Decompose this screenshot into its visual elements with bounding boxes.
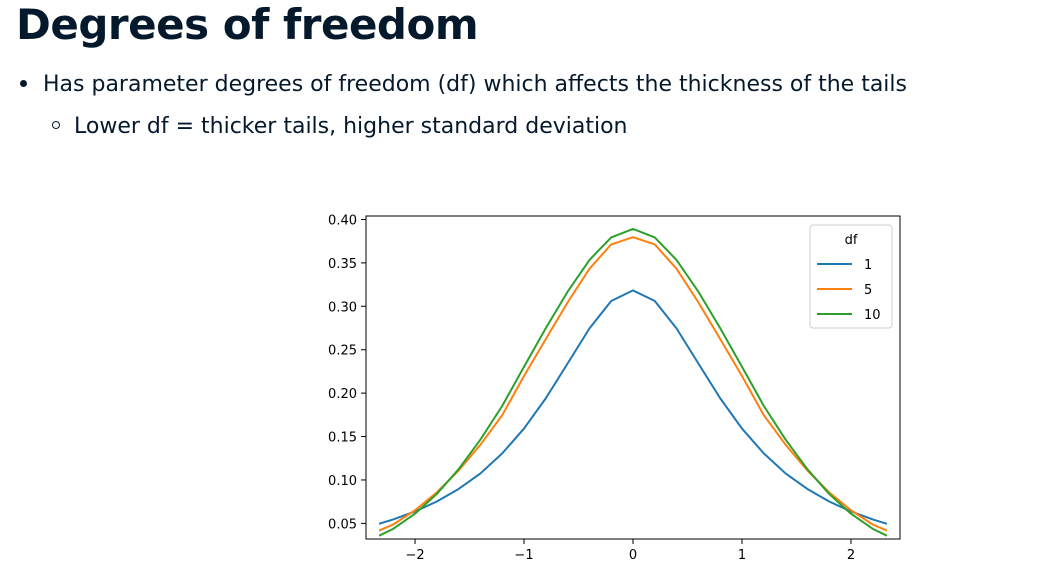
legend-box <box>809 224 893 329</box>
legend-title: df <box>845 233 858 248</box>
bullet-text: Lower df = thicker tails, higher standar… <box>74 114 628 139</box>
y-tick-label: 0.25 <box>328 344 357 359</box>
y-tick-label: 0.05 <box>328 517 357 532</box>
x-tick-label: 0 <box>629 548 637 563</box>
series-line-df-1 <box>378 289 888 525</box>
y-tick-label: 0.20 <box>328 387 357 402</box>
x-tick-label: −2 <box>405 548 424 563</box>
x-tick-label: 2 <box>847 548 855 563</box>
x-tick-label: −1 <box>514 548 533 563</box>
y-tick-label: 0.15 <box>328 431 357 446</box>
series-line-df-10 <box>378 227 888 537</box>
bullet-item-level2: Lower df = thicker tails, higher standar… <box>52 110 627 144</box>
bullet-ring-icon <box>52 121 60 129</box>
y-tick-label: 0.40 <box>328 213 357 228</box>
y-tick-label: 0.35 <box>328 257 357 272</box>
legend-label-df-1: 1 <box>864 258 872 273</box>
y-tick-label: 0.30 <box>328 300 357 315</box>
legend-label-df-5: 5 <box>864 283 872 298</box>
y-tick-label: 0.10 <box>328 474 357 489</box>
x-tick-label: 1 <box>738 548 746 563</box>
bullet-text: Has parameter degrees of freedom (df) wh… <box>43 72 907 97</box>
legend-label-df-10: 10 <box>864 308 881 323</box>
bullet-item-level1: Has parameter degrees of freedom (df) wh… <box>20 68 907 102</box>
slide-title: Degrees of freedom <box>16 0 479 49</box>
bullet-dot-icon <box>20 79 27 87</box>
